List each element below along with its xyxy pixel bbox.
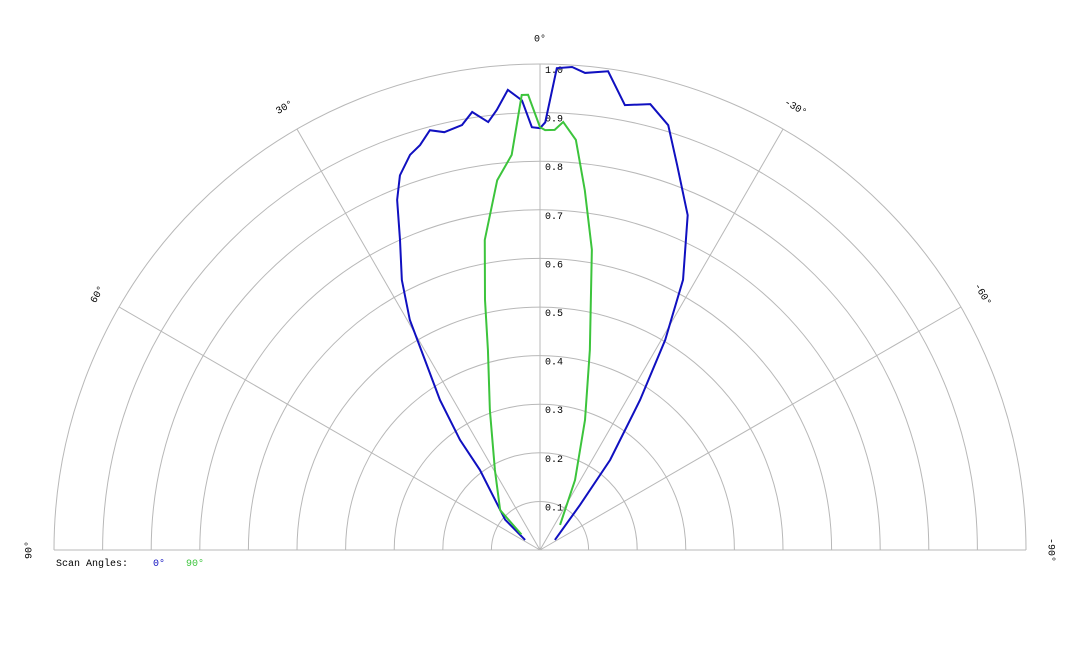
legend-title: Scan Angles: [56,558,128,570]
theta-tick-label: 60° [88,284,107,306]
r-tick-label: 0.2 [545,455,563,466]
theta-tick-label: 30° [274,98,296,117]
r-tick-label: 0.6 [545,260,563,271]
r-tick-label: 1.0 [545,66,563,77]
r-tick-label: 0.1 [545,503,563,514]
theta-tick-label: -90° [1044,538,1056,562]
theta-tick-label: 90° [24,541,36,559]
r-tick-label: 0.3 [545,406,563,417]
r-tick-label: 0.4 [545,358,563,369]
theta-tick-label: -60° [971,281,993,308]
r-tick-label: 0.9 [545,115,563,126]
grid-spoke [539,306,962,551]
theta-tick-label: 0° [534,34,546,46]
grid-spoke [296,128,541,551]
series-line [483,93,593,536]
r-tick-label: 0.7 [545,212,563,223]
theta-tick-label: -30° [782,97,809,119]
grid-spoke [539,128,784,551]
r-tick-label: 0.8 [545,163,563,174]
series-line [396,65,689,541]
legend-entry: 90° [186,558,204,570]
r-tick-label: 0.5 [545,309,563,320]
legend-entry: 0° [153,558,165,570]
grid-spoke [118,306,541,551]
